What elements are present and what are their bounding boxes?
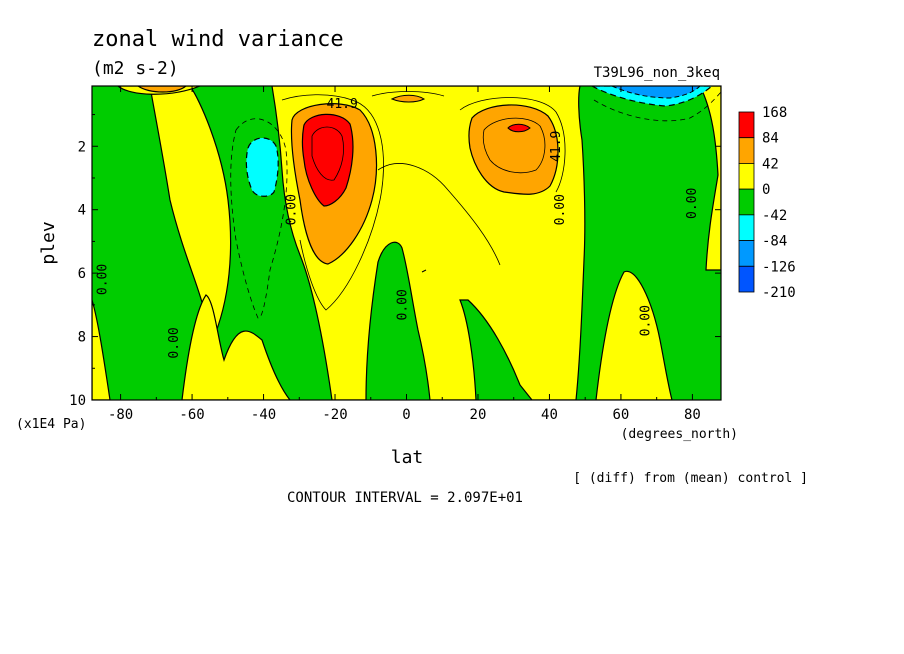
y-axis-units: (x1E4 Pa) xyxy=(16,417,86,432)
contour-field xyxy=(92,86,721,400)
contour-line-thin-north-inner xyxy=(482,117,546,174)
x-tick-label: -40 xyxy=(251,407,276,423)
contour-line-thin-center-2 xyxy=(377,163,501,266)
contour-line-thin-south-inner xyxy=(311,126,344,181)
contour-interval: CONTOUR INTERVAL = 2.097E+01 xyxy=(287,490,523,506)
colorbar-label: 168 xyxy=(762,105,787,121)
y-tick-label: 2 xyxy=(78,139,86,155)
y-tick-label: 10 xyxy=(69,393,86,409)
orange-region-northern-max xyxy=(468,104,559,195)
x-tick-label: 60 xyxy=(613,407,630,423)
red-region-southern-max xyxy=(301,113,354,207)
x-axis-label: lat xyxy=(391,447,424,468)
x-tick-label: 20 xyxy=(470,407,487,423)
colorbar-swatch xyxy=(738,188,755,216)
x-tick-label: 80 xyxy=(684,407,701,423)
x-tick-label: 0 xyxy=(402,407,410,423)
run-label: T39L96_non_3keq xyxy=(594,65,720,81)
y-axis-label: plev xyxy=(38,221,59,264)
x-tick-label: -80 xyxy=(108,407,133,423)
orange-region-top-center xyxy=(390,94,426,103)
contour-label: 0.00 xyxy=(396,289,411,320)
colorbar-label: -84 xyxy=(762,234,787,250)
colorbar-label: 0 xyxy=(762,182,770,198)
y-tick-label: 4 xyxy=(78,203,86,219)
chart-title: zonal wind variance xyxy=(92,27,344,52)
y-tick-label: 8 xyxy=(78,330,86,346)
y-tick-label: 6 xyxy=(78,266,86,282)
contour-line-small-tick xyxy=(421,269,427,273)
colorbar-swatch xyxy=(738,214,755,241)
blue-region-top-east xyxy=(611,86,701,99)
yellow-region-far-east xyxy=(699,86,721,271)
contour-line-thin-north xyxy=(459,97,566,193)
x-axis-units: (degrees_north) xyxy=(621,427,738,442)
contour-line-top-center xyxy=(371,91,445,97)
chart-units: (m2 s-2) xyxy=(92,58,179,79)
contour-labels: 41.9 41.9 0.00 0.00 0.00 0.00 0.00 0.00 0.00 xyxy=(95,97,700,358)
colorbar: 168 84 42 0 -42 -84 -126 -210 xyxy=(738,105,796,301)
contour-label: 0.00 xyxy=(167,327,182,358)
yellow-region-east xyxy=(595,270,673,400)
yellow-region-southwest xyxy=(181,294,291,400)
contour-label: 0.00 xyxy=(553,194,568,225)
colorbar-swatch xyxy=(738,137,755,164)
contour-line-dashed-east xyxy=(593,91,721,122)
colorbar-swatch xyxy=(738,111,755,139)
colorbar-label: -126 xyxy=(762,259,796,275)
colorbar-label: -42 xyxy=(762,208,787,224)
contour-label: 41.9 xyxy=(549,131,564,162)
contour-line-thin-center xyxy=(281,94,384,311)
colorbar-label: 42 xyxy=(762,156,779,172)
x-tick-label: -60 xyxy=(179,407,204,423)
colorbar-label: -210 xyxy=(762,285,796,301)
contour-label: 0.00 xyxy=(639,305,654,336)
contour-label: 0.00 xyxy=(95,264,110,295)
contour-label: 41.9 xyxy=(327,97,358,112)
red-region-northern-max xyxy=(507,123,531,133)
contour-line-dashed-southern xyxy=(230,118,288,319)
y-axis: 2 4 6 8 10 xyxy=(69,114,721,409)
x-axis: -80 -60 -40 -20 0 20 40 60 80 xyxy=(108,86,701,423)
x-tick-label: -20 xyxy=(322,407,347,423)
x-tick-label: 40 xyxy=(541,407,558,423)
colorbar-label: 84 xyxy=(762,131,779,147)
cyan-region-southern-min xyxy=(245,137,279,197)
diff-note: [ (diff) from (mean) control ] xyxy=(573,471,808,486)
contour-label: 0.00 xyxy=(285,194,300,225)
colorbar-swatch xyxy=(738,240,755,267)
colorbar-swatch xyxy=(738,163,755,190)
colorbar-swatch xyxy=(738,265,755,293)
contour-label: 0.00 xyxy=(685,188,700,219)
